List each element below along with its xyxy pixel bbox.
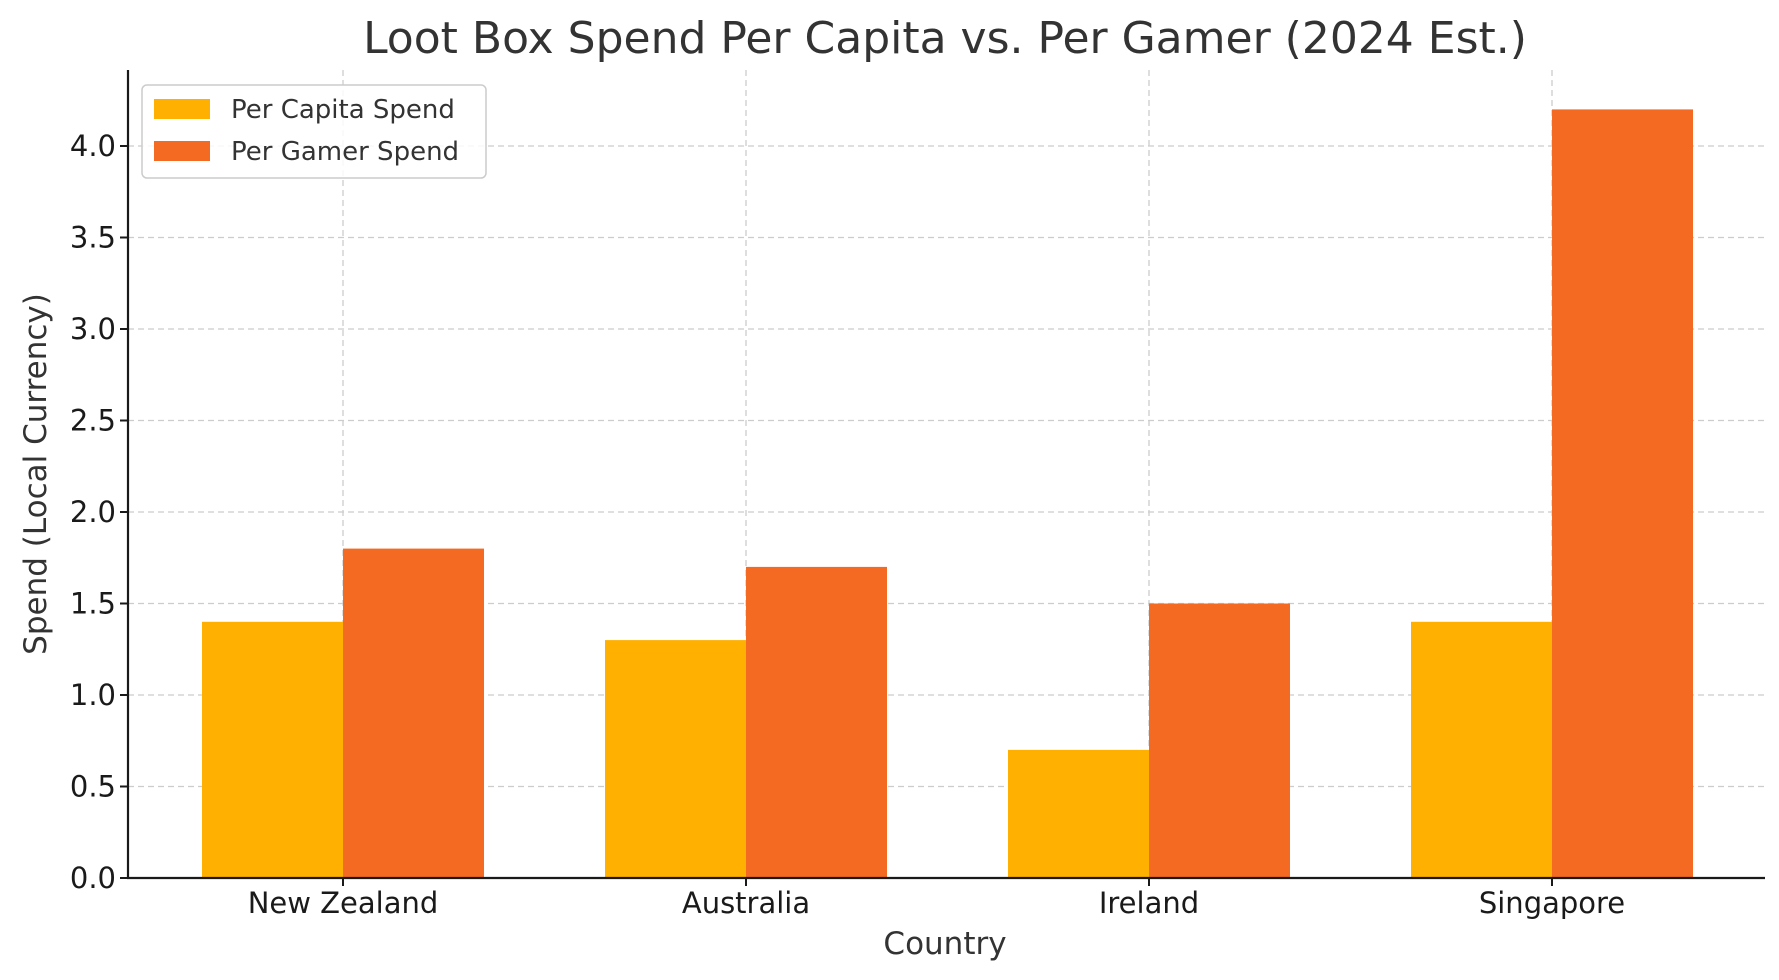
axes [126, 70, 1765, 880]
x-tick-labels: New Zealand Australia Ireland Singapore [248, 878, 1625, 920]
x-tick-label: New Zealand [248, 886, 439, 920]
y-tick-label: 0.0 [70, 861, 116, 895]
y-tick-label: 1.5 [70, 587, 116, 621]
bars [202, 109, 1693, 878]
y-axis-label: Spend (Local Currency) [18, 293, 54, 655]
x-tick-label: Ireland [1099, 886, 1199, 920]
y-tick-label: 4.0 [70, 129, 116, 163]
y-tick-label: 0.5 [70, 770, 116, 804]
bar-per-gamer [1149, 603, 1290, 878]
legend-label-per-capita: Per Capita Spend [231, 95, 455, 125]
bar-per-gamer [746, 566, 887, 878]
x-axis-label: Country [883, 926, 1006, 962]
legend-label-per-gamer: Per Gamer Spend [231, 137, 459, 167]
bar-per-capita [1008, 749, 1149, 878]
bar-per-capita [1411, 621, 1552, 878]
y-tick-label: 2.5 [70, 404, 116, 438]
legend: Per Capita Spend Per Gamer Spend [141, 84, 487, 179]
bar-per-capita [202, 621, 343, 878]
y-tick-label: 1.0 [70, 678, 116, 712]
legend-box [141, 84, 487, 179]
legend-swatch-per-gamer [154, 141, 210, 161]
y-tick-labels: 0.0 0.5 1.0 1.5 2.0 2.5 3.0 3.5 4.0 [70, 129, 128, 895]
chart-title: Loot Box Spend Per Capita vs. Per Gamer … [363, 13, 1527, 64]
y-tick-label: 2.0 [70, 495, 116, 529]
bar-per-capita [605, 640, 746, 878]
x-tick-label: Australia [682, 886, 810, 920]
bar-per-gamer [1552, 109, 1693, 878]
x-tick-label: Singapore [1479, 886, 1625, 920]
y-tick-label: 3.0 [70, 312, 116, 346]
legend-swatch-per-capita [154, 99, 210, 119]
bar-per-gamer [343, 548, 484, 878]
y-tick-label: 3.5 [70, 221, 116, 255]
